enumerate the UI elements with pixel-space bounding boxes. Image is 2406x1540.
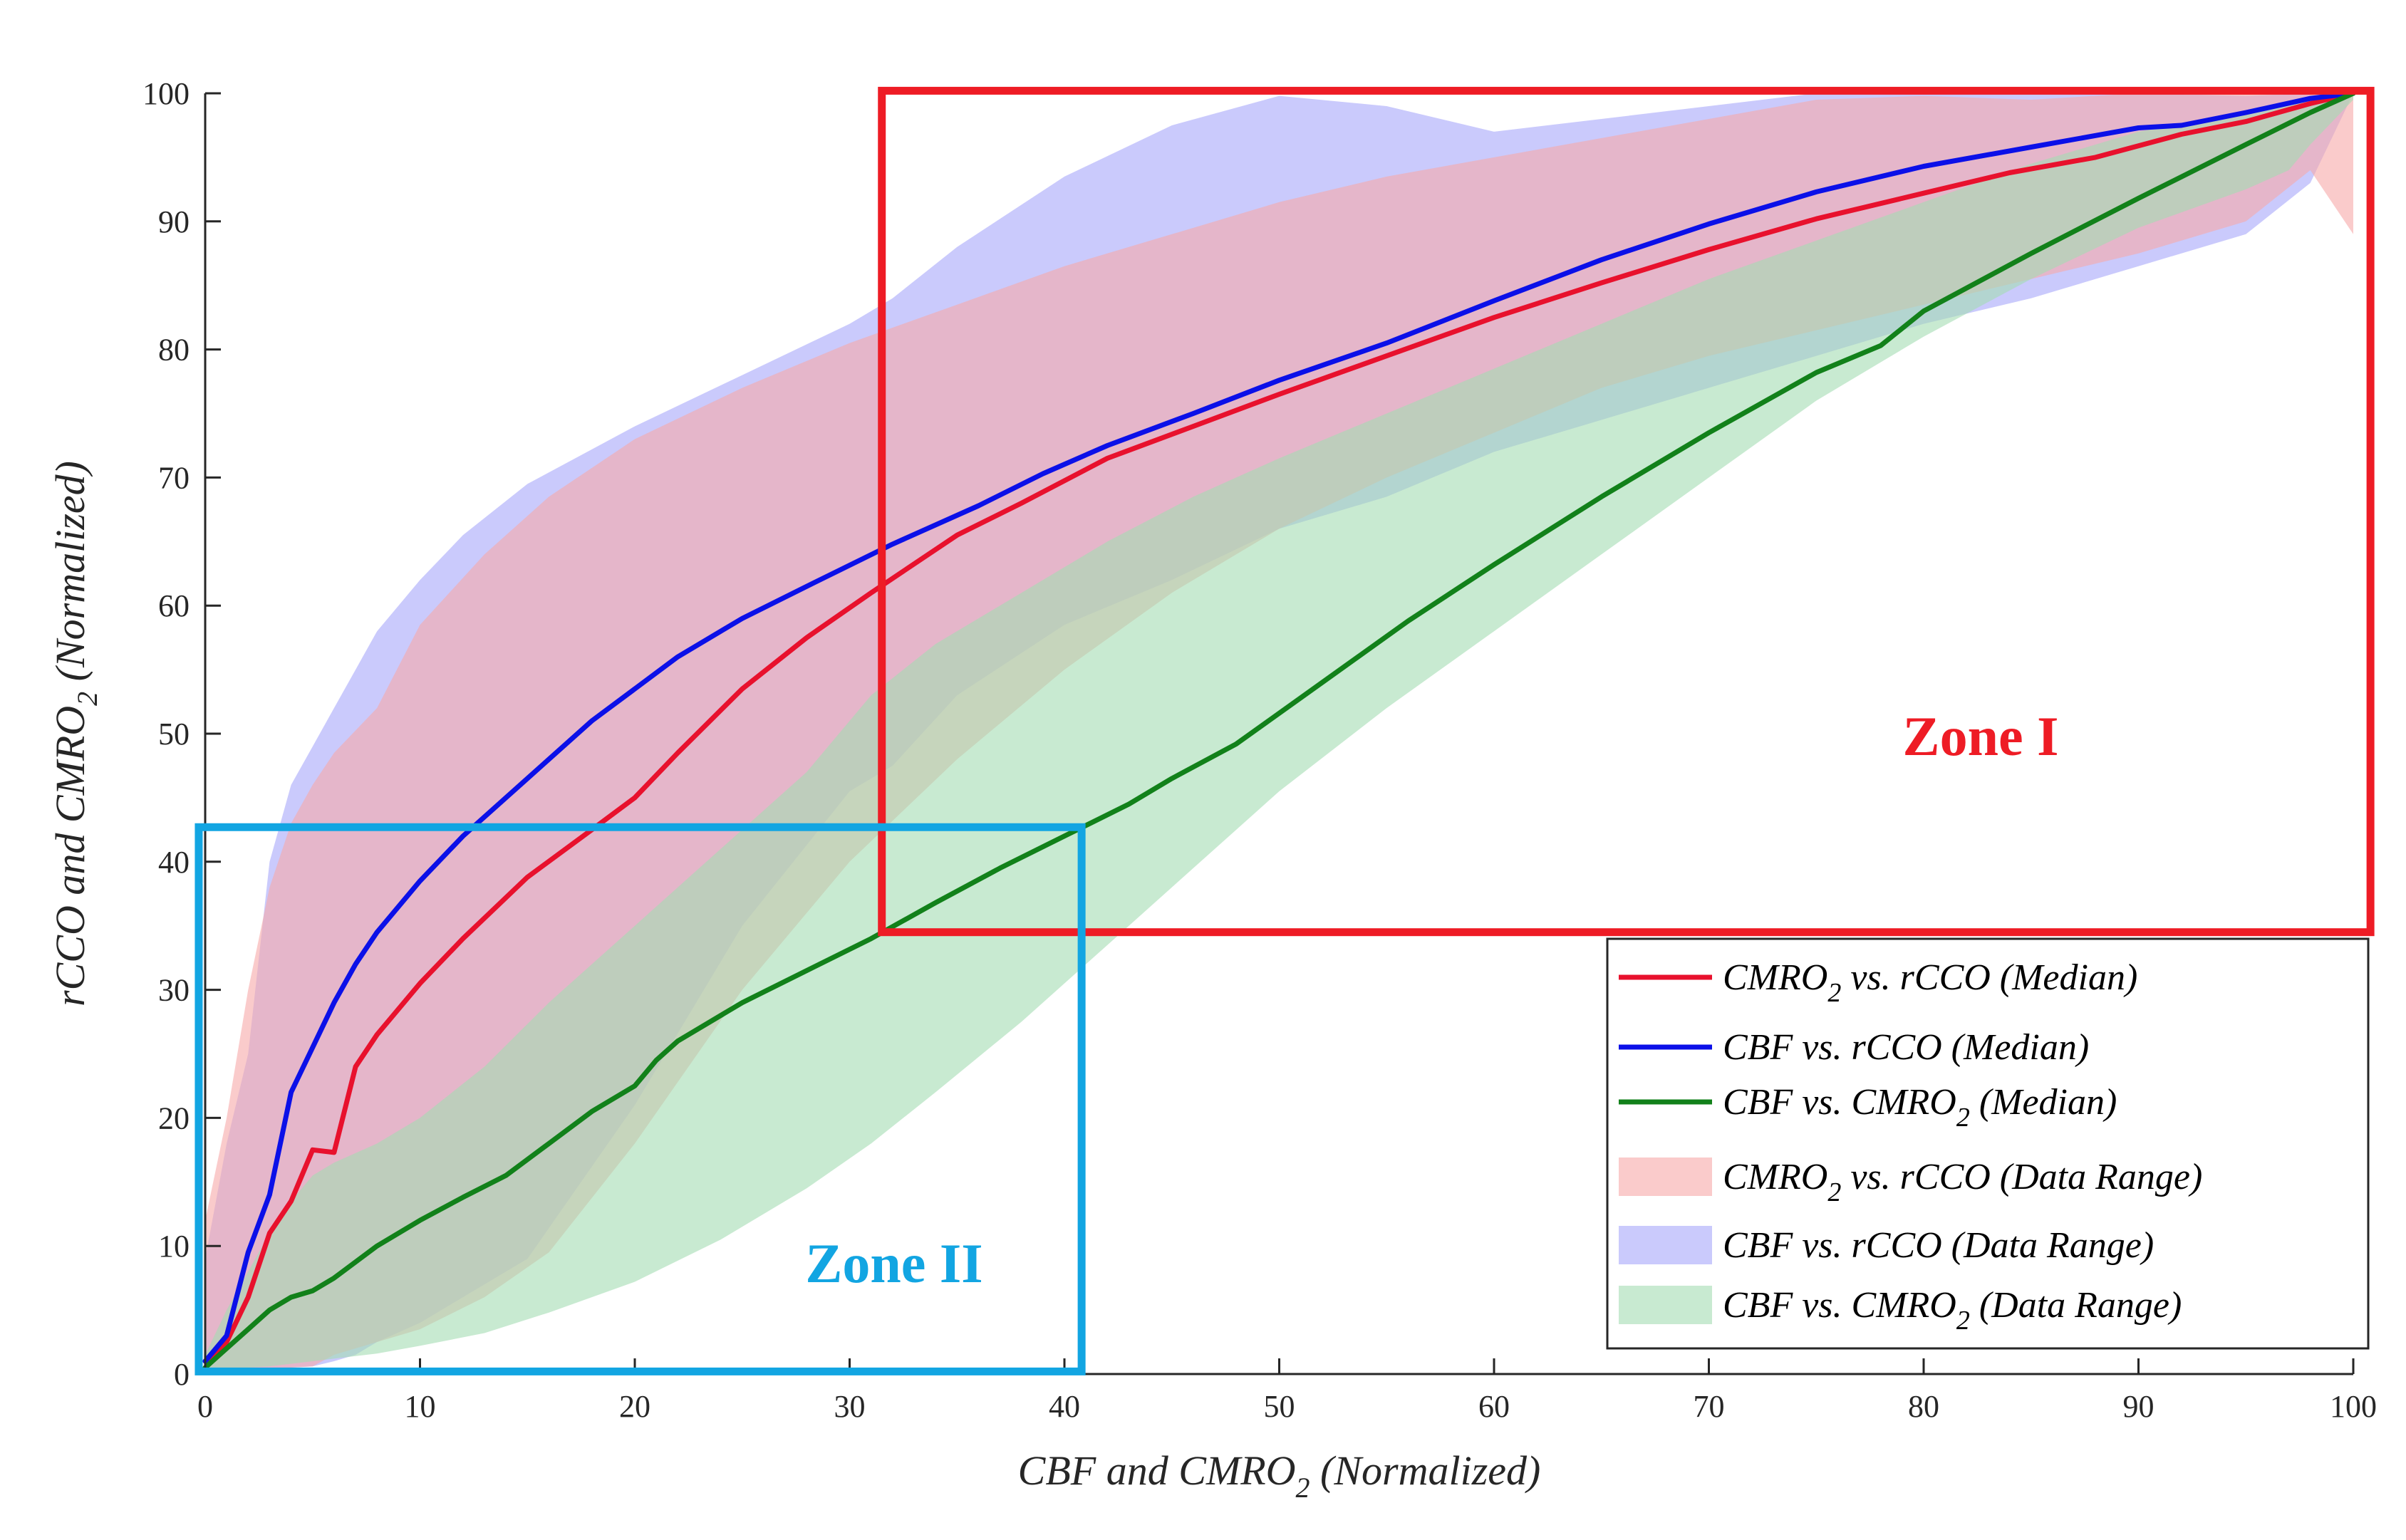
y-tick-label: 20 xyxy=(158,1101,190,1135)
x-tick-label: 40 xyxy=(1049,1389,1080,1424)
axes: 0 10 20 30 40 50 60 70 80 90 100 0 10 20 30 40 50 60 70 80 9… xyxy=(47,76,2377,1504)
x-tick-label: 30 xyxy=(834,1389,866,1424)
y-tick-label: 70 xyxy=(158,460,190,495)
x-tick-label: 100 xyxy=(2330,1389,2377,1424)
median-lines xyxy=(202,90,2356,1370)
legend-label: CMRO2 vs. rCCO (Data Range) xyxy=(1723,1157,2202,1207)
y-tick-label: 0 xyxy=(174,1357,190,1392)
cmro2-rcco-median-line xyxy=(202,90,2356,1364)
cbf-cmro2-range-legend-swatch xyxy=(1619,1286,1712,1324)
x-tick-label: 0 xyxy=(197,1389,213,1424)
y-tick-label: 30 xyxy=(158,973,190,1008)
zone1-label: Zone I xyxy=(1903,705,2059,767)
x-tick-label: 10 xyxy=(405,1389,436,1424)
y-tick-label: 40 xyxy=(158,845,190,880)
zone2-box xyxy=(195,823,1086,1375)
y-tick-label: 10 xyxy=(158,1229,190,1264)
legend-label: CMRO2 vs. rCCO (Median) xyxy=(1723,957,2137,1008)
zone2-label: Zone II xyxy=(805,1232,982,1294)
x-tick-label: 50 xyxy=(1264,1389,1295,1424)
legend-label: CBF vs. rCCO (Median) xyxy=(1723,1027,2089,1068)
y-axis-title-group: rCCO and CMRO2 (Normalized) xyxy=(47,461,103,1006)
cbf-rcco-median-line xyxy=(202,90,2356,1364)
y-tick-label: 60 xyxy=(158,588,190,623)
cmro2-rcco-range-band xyxy=(205,93,2353,1368)
x-tick-label: 60 xyxy=(1478,1389,1510,1424)
y-tick-label: 90 xyxy=(158,204,190,239)
x-tick-label: 70 xyxy=(1694,1389,1725,1424)
legend-label: CBF vs. rCCO (Data Range) xyxy=(1723,1225,2154,1266)
cbf-cmro2-range-band xyxy=(205,93,2353,1370)
legend-label: CBF vs. CMRO2 (Median) xyxy=(1723,1082,2117,1133)
cmro2-rcco-range-legend-swatch xyxy=(1619,1157,1712,1196)
y-axis-title: rCCO and CMRO2 (Normalized) xyxy=(47,461,103,1006)
legend-label: CBF vs. CMRO2 (Data Range) xyxy=(1723,1285,2182,1336)
y-tick-label: 80 xyxy=(158,333,190,368)
x-axis-title: CBF and CMRO2 (Normalized) xyxy=(1018,1447,1541,1504)
x-tick-label: 90 xyxy=(2123,1389,2154,1424)
legend-box xyxy=(1606,937,2370,1350)
data-range-bands xyxy=(205,93,2353,1370)
legend: CMRO2 vs. rCCO (Median) CBF vs. rCCO (Med… xyxy=(1606,937,2370,1350)
zone-annotations: Zone I Zone II xyxy=(195,86,2375,1375)
zone1-box xyxy=(878,86,2375,937)
x-tick-label: 20 xyxy=(619,1389,650,1424)
y-tick-label: 50 xyxy=(158,717,190,751)
x-tick-label: 80 xyxy=(1908,1389,1939,1424)
cbf-cmro2-median-line xyxy=(202,90,2356,1370)
y-tick-label: 100 xyxy=(142,76,190,111)
cbf-rcco-range-legend-swatch xyxy=(1619,1226,1712,1264)
